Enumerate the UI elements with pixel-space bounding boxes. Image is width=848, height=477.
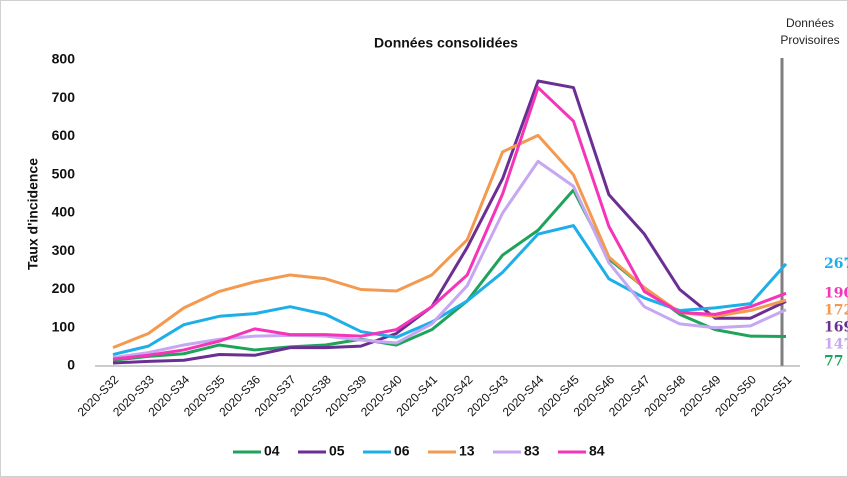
end-value-label: 77 xyxy=(824,353,843,369)
legend-label: 06 xyxy=(394,443,410,459)
annotation: Provisoires xyxy=(780,33,839,47)
end-value-label: 172 xyxy=(824,302,848,318)
legend-label: 84 xyxy=(589,443,605,459)
y-tick-label: 200 xyxy=(52,280,76,296)
end-value-label: 169 xyxy=(824,319,848,335)
y-tick-label: 800 xyxy=(52,51,76,67)
y-axis-label: Taux d'incidence xyxy=(25,158,41,270)
y-tick-label: 600 xyxy=(52,127,76,143)
end-value-label: 147 xyxy=(824,336,848,352)
y-tick-label: 400 xyxy=(52,204,76,220)
legend-label: 13 xyxy=(459,443,475,459)
series-line xyxy=(112,79,787,365)
y-tick-label: 0 xyxy=(67,357,75,373)
chart-title: Données consolidées xyxy=(374,35,518,51)
y-tick-label: 500 xyxy=(52,165,76,181)
series-line xyxy=(112,86,787,361)
y-tick-label: 700 xyxy=(52,89,76,105)
legend-label: 05 xyxy=(329,443,345,459)
y-tick-label: 100 xyxy=(52,318,76,334)
y-tick-label: 300 xyxy=(52,242,76,258)
end-value-label: 267 xyxy=(824,256,848,272)
annotation: Données xyxy=(786,16,834,30)
end-value-label: 190 xyxy=(824,285,848,301)
legend-label: 83 xyxy=(524,443,540,459)
legend-label: 04 xyxy=(264,443,280,459)
